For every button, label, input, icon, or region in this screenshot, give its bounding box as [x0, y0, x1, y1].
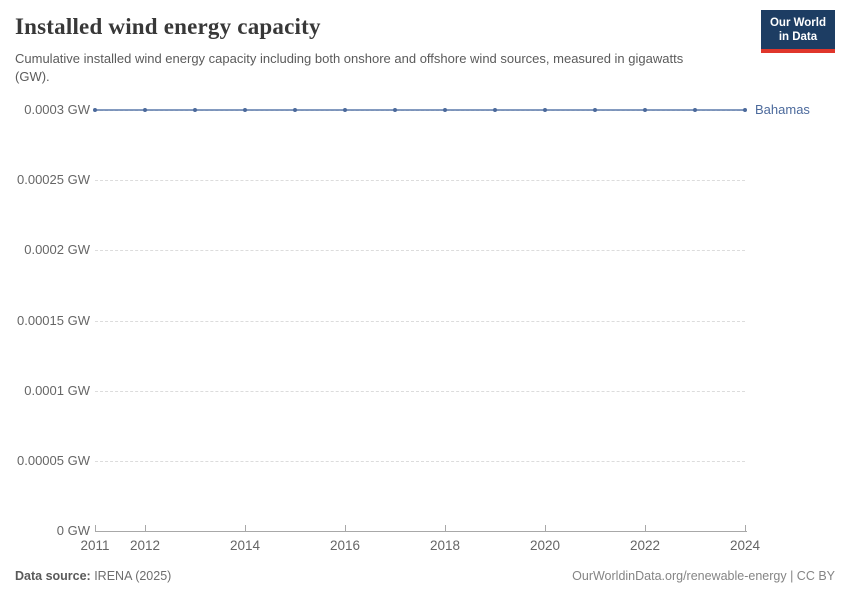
x-tick-label: 2012: [129, 538, 161, 553]
y-tick-label: 0.0003 GW: [24, 102, 90, 117]
x-tick-label: 2014: [229, 538, 261, 553]
data-point: [493, 108, 497, 112]
data-source-value: IRENA (2025): [90, 569, 172, 583]
gridline: [95, 180, 745, 182]
y-tick-label: 0 GW: [56, 523, 90, 538]
y-tick-label: 0.00005 GW: [17, 452, 90, 468]
data-point: [393, 108, 397, 112]
x-tick: [645, 525, 646, 531]
data-point: [93, 108, 97, 112]
owid-logo-line2: in Data: [778, 31, 818, 43]
data-point: [193, 108, 197, 112]
x-tick: [345, 525, 346, 531]
x-tick: [95, 525, 96, 531]
gridline: [95, 460, 745, 462]
data-point: [543, 108, 547, 112]
data-source-label: Data source:: [15, 569, 91, 583]
data-point: [693, 108, 697, 112]
data-point: [293, 108, 297, 112]
x-tick-label: 2020: [529, 538, 561, 553]
series-label[interactable]: Bahamas: [755, 102, 810, 117]
data-point: [743, 108, 747, 112]
data-point: [143, 108, 147, 112]
credit-link[interactable]: OurWorldinData.org/renewable-energy | CC…: [572, 569, 835, 583]
chart-title: Installed wind energy capacity: [15, 14, 321, 39]
data-point: [343, 108, 347, 112]
y-tick-label: 0.0001 GW: [24, 382, 90, 398]
y-tick-label: 0.00015 GW: [17, 312, 90, 328]
x-tick: [545, 525, 546, 531]
data-source: Data source: IRENA (2025): [15, 569, 171, 583]
x-tick: [145, 525, 146, 531]
x-tick: [745, 525, 746, 531]
x-tick-label: 2018: [429, 538, 461, 553]
x-tick-label: 2016: [329, 538, 361, 553]
gridline: [95, 320, 745, 322]
x-tick: [445, 525, 446, 531]
x-tick-label: 2022: [629, 538, 661, 553]
x-axis-line: [95, 531, 747, 532]
y-tick-label: 0.0002 GW: [24, 242, 90, 258]
chart-footer: Data source: IRENA (2025) OurWorldinData…: [15, 569, 835, 583]
x-tick-label: 2011: [80, 538, 110, 553]
data-point: [443, 108, 447, 112]
owid-logo-line1: Our World: [769, 17, 826, 29]
data-point: [243, 108, 247, 112]
x-tick: [245, 525, 246, 531]
data-point: [643, 108, 647, 112]
gridline: [95, 390, 745, 392]
y-tick-label: 0.00025 GW: [17, 172, 90, 188]
chart-subtitle: Cumulative installed wind energy capacit…: [15, 51, 684, 84]
gridline: [95, 250, 745, 252]
data-point: [593, 108, 597, 112]
x-tick-label: 2024: [729, 538, 761, 553]
owid-logo[interactable]: Our World in Data: [760, 10, 835, 53]
